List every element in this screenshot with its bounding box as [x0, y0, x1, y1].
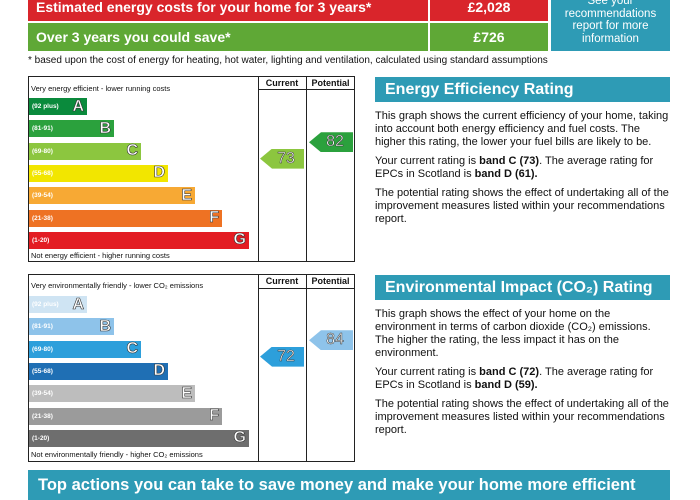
band-letter: G: [233, 231, 246, 249]
band-letter: A: [72, 295, 84, 313]
band-letter: A: [72, 97, 84, 115]
band-range: (39-54): [32, 192, 53, 200]
energy-panel-p1: This graph shows the current efficiency …: [375, 110, 669, 148]
energy-current-header: Current: [265, 78, 299, 88]
band-letter: F: [209, 209, 219, 227]
energy-panel-title: Energy Efficiency Rating: [375, 77, 670, 102]
band-d: (55-68) D: [29, 362, 168, 380]
chart-header-line: [258, 288, 355, 289]
band-range: (69-80): [32, 147, 53, 155]
estimated-costs-value: £2,028: [430, 0, 548, 21]
env-potential-rating-arrow: 84: [309, 330, 353, 351]
env-bottom-caption: Not environmentally friendly - higher CO…: [31, 450, 203, 459]
energy-bottom-caption: Not energy efficient - higher running co…: [31, 251, 170, 260]
band-a: (92 plus) A: [29, 295, 87, 313]
band-f: (21-38) F: [29, 209, 222, 227]
energy-rating-chart: [28, 76, 355, 262]
chart-divider: [306, 76, 307, 262]
band-d: (55-68) D: [29, 164, 168, 182]
band-range: (55-68): [32, 169, 53, 177]
band-range: (1-20): [32, 434, 50, 442]
environmental-rating-chart: [28, 274, 355, 462]
band-range: (55-68): [32, 367, 53, 375]
band-e: (39-54) E: [29, 384, 195, 403]
band-range: (21-38): [32, 412, 53, 420]
band-letter: B: [99, 317, 111, 335]
chart-divider: [258, 274, 259, 462]
band-letter: B: [99, 119, 111, 137]
estimated-costs-label: Estimated energy costs for your home for…: [28, 0, 428, 21]
band-letter: E: [181, 186, 192, 204]
energy-top-caption: Very energy efficient - lower running co…: [31, 84, 171, 93]
env-panel-p1: This graph shows the effect of your home…: [375, 308, 651, 359]
top-actions-banner[interactable]: Top actions you can take to save money a…: [28, 470, 670, 500]
energy-panel-p3: The potential rating shows the effect of…: [375, 187, 669, 225]
chart-divider: [258, 76, 259, 262]
env-current-rating-arrow: 72: [260, 346, 304, 367]
savings-label: Over 3 years you could save*: [28, 23, 428, 51]
cost-footnote: * based upon the cost of energy for heat…: [28, 55, 548, 66]
band-range: (21-38): [32, 214, 53, 222]
band-letter: F: [209, 407, 219, 425]
energy-current-rating-arrow: 73: [260, 148, 304, 169]
band-range: (81-91): [32, 323, 53, 331]
band-letter: C: [126, 340, 138, 358]
band-e: (39-54) E: [29, 186, 195, 205]
env-panel-p3: The potential rating shows the effect of…: [375, 398, 669, 436]
band-g: (1-20) G: [29, 231, 249, 249]
band-b: (81-91) B: [29, 317, 114, 336]
env-top-caption: Very environmentally friendly - lower CO…: [31, 281, 204, 290]
env-potential-header: Potential: [311, 276, 350, 286]
band-c: (69-80) C: [29, 340, 141, 358]
band-range: (92 plus): [32, 301, 59, 308]
env-panel-p2: Your current rating is band C (72). The …: [375, 366, 654, 391]
env-panel-body: This graph shows the effect of your home…: [375, 308, 670, 443]
chart-divider: [306, 274, 307, 462]
band-range: (81-91): [32, 125, 53, 133]
band-letter: E: [181, 384, 192, 402]
band-letter: D: [153, 362, 165, 380]
band-a: (92 plus) A: [29, 97, 87, 115]
band-range: (92 plus): [32, 103, 59, 110]
band-range: (39-54): [32, 390, 53, 398]
chart-header-line: [258, 89, 355, 90]
band-range: (69-80): [32, 345, 53, 353]
energy-potential-rating-arrow: 82: [309, 132, 353, 153]
band-f: (21-38) F: [29, 407, 222, 425]
env-panel-title: Environmental Impact (CO₂) Rating: [375, 275, 670, 300]
env-current-header: Current: [265, 276, 299, 286]
energy-potential-header: Potential: [311, 78, 350, 88]
savings-value: £726: [430, 23, 548, 51]
band-b: (81-91) B: [29, 119, 114, 138]
band-range: (1-20): [32, 236, 50, 244]
recommendations-note[interactable]: See your recommendations report for more…: [551, 0, 670, 51]
band-letter: C: [126, 142, 138, 160]
band-c: (69-80) C: [29, 142, 141, 160]
band-letter: G: [233, 429, 246, 447]
band-g: (1-20) G: [29, 429, 249, 447]
band-letter: D: [153, 164, 165, 182]
energy-panel-p2: Your current rating is band C (73). The …: [375, 155, 654, 180]
energy-panel-body: This graph shows the current efficiency …: [375, 110, 670, 232]
